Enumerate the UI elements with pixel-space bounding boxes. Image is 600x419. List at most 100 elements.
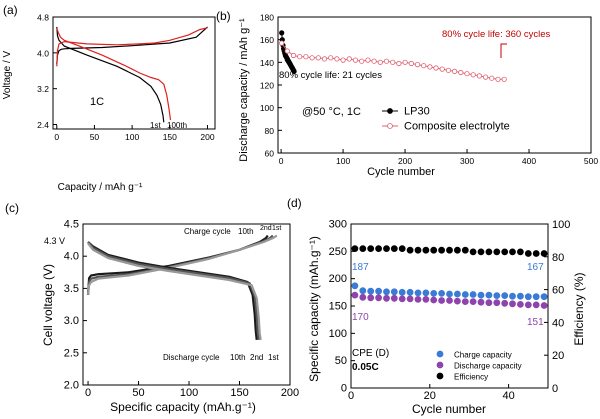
panel-b-series-lp30-point (291, 68, 297, 75)
panel-a-ylabel: Voltage / V (2, 50, 13, 99)
panel-d-series-charge-capacity-point (414, 289, 422, 297)
panel-d-series-efficiency-point (438, 246, 446, 254)
panel-b-legend-label: LP30 (404, 106, 430, 118)
panel-b-annotation-lp30-life: 80% cycle life: 21 cycles (279, 70, 382, 81)
panel-d-series-charge-capacity-point (359, 287, 367, 295)
panel-d-series-discharge-capacity-point (398, 295, 406, 303)
panel-d-y2tick-label: 60 (552, 285, 564, 297)
panel-d-series-efficiency-point (422, 246, 430, 254)
panel-d-ytick-label: 50 (335, 355, 347, 367)
panel-d-series-efficiency-point (430, 246, 438, 254)
panel-b-ylabel: Discharge capacity / mAh g⁻¹ (238, 18, 250, 162)
panel-d-series-charge-capacity-point (438, 289, 446, 297)
panel-b-series-composite-electrolyte-point (439, 66, 445, 72)
panel-d-series-discharge-capacity-point (446, 297, 453, 304)
panel-d-xtick-label: 40 (502, 390, 514, 402)
panel-d-series-charge-capacity-point (540, 293, 548, 301)
panel-b-series-composite-electrolyte-point (303, 54, 309, 60)
panel-d-series-charge-capacity-point (351, 282, 359, 290)
panel-a-ytick-label: 4.0 (37, 48, 49, 58)
panel-b-legend-marker (387, 108, 393, 114)
panel-d-y2tick-label: 80 (552, 252, 564, 264)
panel-d-series-discharge-capacity-point (469, 298, 477, 306)
panel-d-y2tick-label: 0 (552, 383, 558, 395)
panel-c-annotation-discharge-2nd: 2nd (250, 353, 263, 362)
panel-b-ytick-label: 100 (260, 103, 274, 113)
panel-b-xtick-label: 100 (336, 156, 350, 166)
panel-d-series-efficiency-point (524, 250, 532, 257)
panel-d-y2tick-label: 100 (552, 219, 570, 231)
panel-b-series-composite-electrolyte-point (340, 57, 346, 63)
panel-d-series-efficiency-point (485, 248, 493, 256)
panel-d-legend-label: Charge capacity (454, 351, 512, 360)
panel-d-y2tick-label: 40 (552, 317, 564, 329)
panel-c-ytick-label: 3.0 (64, 315, 79, 327)
panel-d-series-discharge-capacity-point (414, 295, 422, 303)
panel-b-series-composite-electrolyte-point (501, 76, 507, 82)
panel-d-series-efficiency-point (383, 245, 390, 253)
panel-d-series-efficiency-point (351, 245, 359, 253)
panel-c-ytick-label: 3.5 (64, 283, 79, 295)
panel-d-ylabel: Specific capacity (mAh.g⁻¹) (307, 236, 321, 382)
panel-c-series-3-line (87, 241, 258, 341)
panel-d-legend-label: Efficiency (454, 373, 488, 382)
panel-d-annotation-187: 187 (352, 262, 369, 273)
panel-b-xtick-label: 400 (522, 156, 536, 166)
panel-d-series-discharge-capacity-point (375, 294, 383, 302)
panel-d-legend-marker (436, 361, 444, 369)
panel-d-annotation-cpe: CPE (D) (352, 348, 389, 359)
panel-d-ytick-label: 100 (329, 328, 347, 340)
panel-c-xtick-label: 150 (230, 387, 248, 399)
panel-b-series-composite-electrolyte-point (279, 40, 285, 46)
panel-d-series-discharge-capacity-point (493, 299, 501, 307)
panel-b-series-composite-electrolyte-point (433, 65, 439, 71)
panel-c-ylabel: Cell voltage (V) (41, 264, 55, 346)
panel-d-series-charge-capacity-point (469, 291, 477, 298)
panel-b-annotation-conditions: @50 °C, 1C (302, 106, 361, 118)
panel-c-xlabel: Specific capacity (mAh.g⁻¹) (110, 400, 256, 414)
panel-d-legend-marker (436, 350, 444, 358)
panel-a-annotation-1c: 1C (90, 96, 104, 108)
panel-d-series-charge-capacity-point (477, 291, 485, 299)
panel-c-ytick-label: 4.0 (64, 251, 79, 263)
panel-d-series-discharge-capacity-point (383, 294, 390, 302)
panel-c-frame (82, 223, 291, 386)
panel-d-series-charge-capacity-point (517, 292, 524, 300)
panel-b-legend-label: Composite electrolyte (404, 121, 510, 133)
panel-d-series-charge-capacity-point (509, 292, 516, 300)
panel-c-annotation-discharge-10th: 10th (230, 353, 246, 362)
panel-d-series-charge-capacity-point (446, 290, 453, 298)
panel-d-series-efficiency-point (446, 246, 453, 254)
panel-a-series-3-line (56, 28, 172, 121)
panel-a-ytick-label: 3.2 (37, 84, 49, 94)
panel-d-series-discharge-capacity-point (485, 299, 493, 307)
panel-b-series-composite-electrolyte-point (476, 73, 482, 79)
panel-b-series-composite-electrolyte-point (451, 68, 458, 75)
panel-d-series-discharge-capacity-point (453, 297, 461, 305)
panel-b-ytick-label: 140 (260, 58, 274, 68)
panel-d-series-discharge-capacity-point (517, 300, 524, 308)
panel-d-series-efficiency-point (477, 248, 485, 256)
panel-a-xtick-label: 100 (125, 132, 139, 142)
panel-b-series-composite-electrolyte-point (390, 59, 396, 65)
panel-c-annotation-charge-10th: 10th (238, 227, 254, 236)
panel-c-annotation-charge-1st: 1st (272, 225, 281, 232)
panel-d-label: (d) (287, 196, 302, 210)
panel-b-legend-marker (387, 123, 393, 129)
panel-d-series-charge-capacity-point (375, 287, 383, 295)
panel-b-series-composite-electrolyte-point (427, 64, 433, 70)
panel-a-xtick-label: 150 (163, 132, 177, 142)
panel-d-series-efficiency-point (406, 246, 414, 254)
panel-b-series-composite-electrolyte-point (352, 57, 359, 63)
panel-a-xtick-label: 50 (90, 132, 100, 142)
panel-b-series-composite-electrolyte-point (495, 76, 501, 82)
panel-d-series-efficiency-point (493, 248, 501, 256)
panel-b-series-composite-electrolyte-point (371, 58, 377, 64)
panel-d-ytick-label: 250 (329, 246, 347, 258)
panel-b-series-composite-electrolyte-point (396, 60, 402, 67)
panel-b-series-composite-electrolyte-point (445, 67, 451, 73)
panel-d-series-charge-capacity-point (383, 288, 390, 296)
panel-d-series-efficiency-point (517, 248, 524, 256)
panel-b-series-composite-electrolyte-point (297, 54, 303, 60)
panel-c-xtick-label: 200 (281, 387, 299, 399)
